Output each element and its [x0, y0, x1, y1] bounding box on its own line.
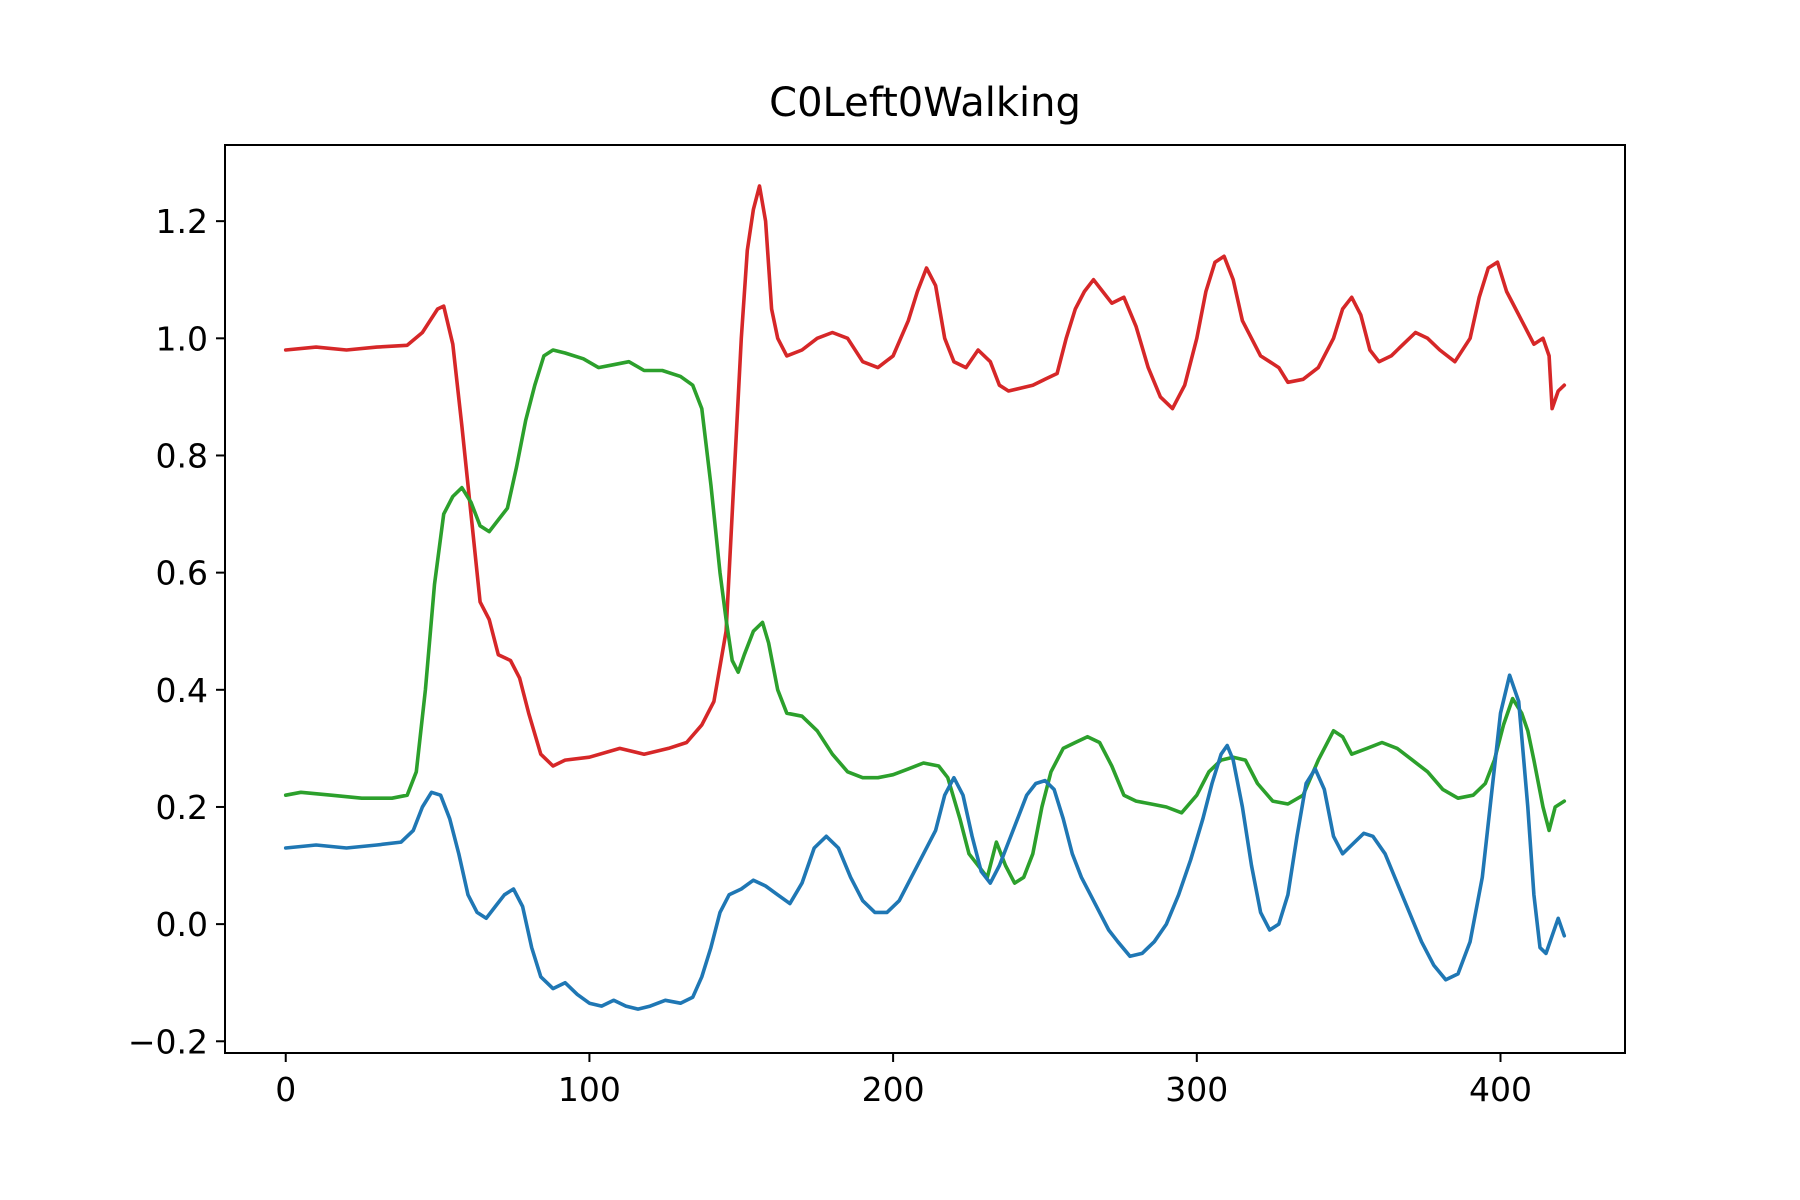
series-line-1	[283, 184, 1567, 768]
plot-area: 0 100 200 300 400 −0.2 0.0 0.2 0.4 0.6 0.8 1.0 1.2	[128, 144, 1626, 1109]
chart-title: C0Left0Walking	[769, 80, 1081, 126]
y-tick-label: 0.8	[156, 436, 208, 475]
x-tick-label: 400	[1469, 1070, 1532, 1109]
axes-frame	[224, 144, 1626, 1054]
y-tick-label: 0.6	[156, 554, 208, 593]
series-line-2	[283, 348, 1567, 885]
series-line-3	[283, 673, 1567, 1011]
y-tick-label: 1.0	[156, 319, 208, 358]
x-tick-label: 300	[1165, 1070, 1228, 1109]
y-tick-label: 0.4	[156, 671, 208, 710]
series-group	[283, 184, 1567, 1011]
x-tick-label: 0	[275, 1070, 296, 1109]
x-tick-label: 200	[862, 1070, 925, 1109]
x-tick-label: 100	[558, 1070, 621, 1109]
y-tick-label: 0.2	[156, 788, 208, 827]
y-tick-label: 1.2	[156, 202, 208, 241]
y-tick-label: −0.2	[128, 1022, 208, 1061]
y-tick-label: 0.0	[156, 905, 208, 944]
